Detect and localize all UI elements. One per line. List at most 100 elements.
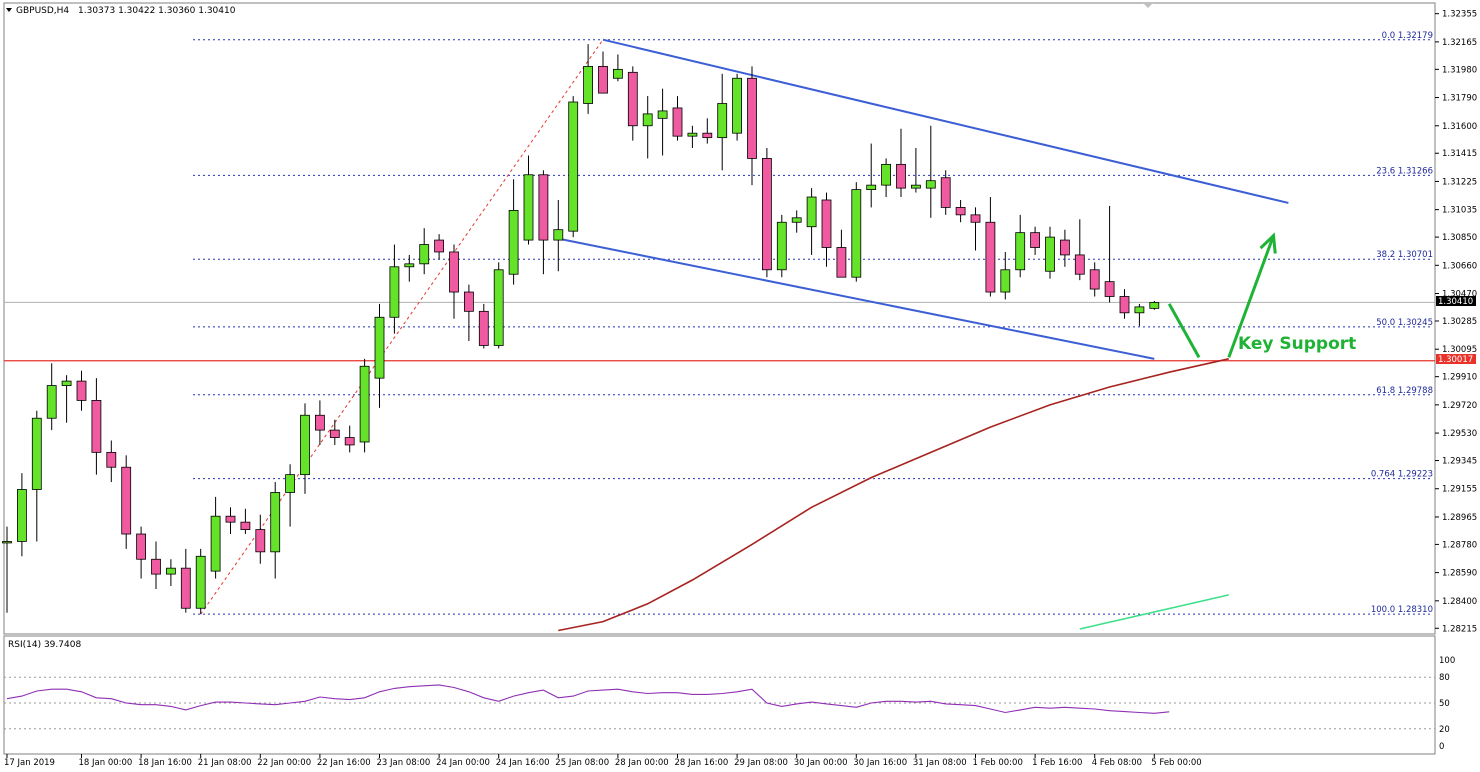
x-tick-label: 23 Jan 08:00 (377, 758, 431, 768)
time-axis: 17 Jan 2019 18 Jan 00:00 18 Jan 16:00 21 Ja… (4, 754, 1202, 768)
candle-body (374, 316, 385, 379)
candle-body (329, 429, 340, 438)
candle-body (776, 221, 787, 271)
candle-body (419, 244, 430, 265)
candle-body (240, 521, 251, 530)
x-tick-label: 18 Jan 00:00 (79, 758, 133, 768)
x-tick-label: 1 Feb 16:00 (1032, 758, 1082, 768)
fib-level-label: 100.0 1.28310 (1371, 605, 1433, 615)
candle-body (1074, 254, 1085, 275)
candle-body (91, 400, 102, 453)
fib-level-label: 0.764 1.29223 (1371, 470, 1433, 480)
y-tick-label: 1.30470 (1442, 290, 1477, 300)
candle-body (1045, 236, 1055, 272)
support-price-badge (1436, 354, 1476, 364)
fib-level-label: 38.2 1.30701 (1376, 250, 1433, 260)
candle-body (851, 189, 862, 278)
x-tick-label: 30 Jan 00:00 (794, 758, 848, 768)
y-tick-label: 1.30660 (1442, 261, 1477, 271)
fib-level-label: 61.8 1.29788 (1376, 386, 1433, 396)
y-tick-label: 1.32165 (1442, 38, 1477, 48)
candlesticks (2, 44, 1160, 615)
main-plot-frame (3, 2, 1436, 635)
candle-body (478, 310, 489, 346)
candle-body (955, 207, 966, 216)
candle-body (434, 239, 445, 253)
candle-body (985, 221, 996, 293)
candle-body (940, 177, 951, 208)
x-tick-label: 24 Jan 00:00 (436, 758, 490, 768)
candle-body (911, 184, 921, 189)
fib-level-label: 50.0 1.30245 (1376, 318, 1433, 328)
candle-body (568, 101, 579, 232)
candle-body (136, 533, 147, 560)
candle-body (285, 474, 296, 493)
y-tick-label: 1.31790 (1442, 94, 1477, 104)
candle-body (598, 65, 608, 94)
candle-body (1015, 232, 1026, 271)
y-tick-label: 1.29530 (1442, 429, 1477, 439)
current-price-text: 1.30410 (1438, 297, 1473, 307)
trend-lines (4, 38, 1435, 632)
y-tick-label: 1.29345 (1442, 457, 1477, 467)
channel-lower-line (558, 237, 1155, 360)
channel-upper-line (602, 38, 1289, 204)
candle-body (180, 567, 191, 609)
rsi-label: RSI(14) 39.7408 (8, 640, 81, 650)
y-tick-label: 1.31600 (1442, 122, 1477, 132)
candle-body (359, 365, 370, 443)
candle-body (613, 68, 623, 79)
y-tick-label: 1.31035 (1442, 206, 1477, 216)
candle-body (508, 209, 519, 275)
x-tick-label: 25 Jan 08:00 (555, 758, 609, 768)
y-tick-label: 1.30285 (1442, 317, 1477, 327)
rsi-tick-label: 80 (1439, 673, 1450, 683)
candle-body (1030, 232, 1040, 248)
x-tick-label: 22 Jan 00:00 (257, 758, 311, 768)
support-price-text: 1.30017 (1438, 355, 1473, 365)
symbol-label: GBPUSD,H4 (16, 6, 69, 16)
x-tick-label: 4 Feb 08:00 (1092, 758, 1142, 768)
candle-body (553, 229, 564, 241)
x-tick-label: 28 Jan 16:00 (675, 758, 729, 768)
candle-body (687, 132, 698, 137)
x-tick-label: 24 Jan 16:00 (496, 758, 550, 768)
candle-body (165, 567, 176, 575)
y-tick-label: 1.31225 (1442, 177, 1477, 187)
y-tick-label: 1.29155 (1442, 485, 1477, 495)
rsi-tick-label: 100 (1439, 656, 1455, 666)
candle-body (1134, 306, 1145, 314)
candle-body (255, 529, 266, 553)
candle-body (61, 380, 72, 386)
y-tick-label: 1.30095 (1442, 345, 1477, 355)
forecast-up-arrow (1227, 235, 1275, 358)
candle-body (657, 110, 668, 119)
candle-body (970, 214, 981, 223)
x-tick-label: 17 Jan 2019 (4, 758, 55, 768)
y-tick-label: 1.32355 (1442, 10, 1477, 20)
candle-body (1089, 269, 1100, 290)
candle-body (762, 158, 772, 271)
forecast-down-arrow (1167, 303, 1201, 359)
candle-body (31, 417, 42, 490)
fib-level-label: 0.0 1.32179 (1382, 31, 1433, 41)
y-tick-label: 1.28590 (1442, 569, 1477, 579)
rsi-tick-label: 50 (1439, 699, 1450, 709)
candle-body (836, 247, 847, 278)
moving-average-green (1079, 594, 1229, 630)
symbol-menu-icon[interactable] (6, 8, 12, 12)
x-tick-label: 22 Jan 16:00 (317, 758, 371, 768)
price-axis: 1.32355 1.32165 1.31980 1.31790 1.31600 1.314… (1435, 10, 1477, 634)
candle-body (821, 199, 832, 248)
candle-body (642, 113, 653, 127)
candle-body (46, 385, 57, 419)
candle-body (16, 489, 27, 542)
scroll-marker-icon[interactable] (1143, 3, 1153, 8)
candle-body (523, 174, 534, 241)
fib-level-label: 23.6 1.31266 (1376, 166, 1433, 176)
candle-body (121, 466, 132, 535)
candle-body (300, 414, 310, 476)
y-tick-label: 1.28965 (1442, 513, 1477, 523)
x-tick-label: 5 Feb 00:00 (1151, 758, 1201, 768)
